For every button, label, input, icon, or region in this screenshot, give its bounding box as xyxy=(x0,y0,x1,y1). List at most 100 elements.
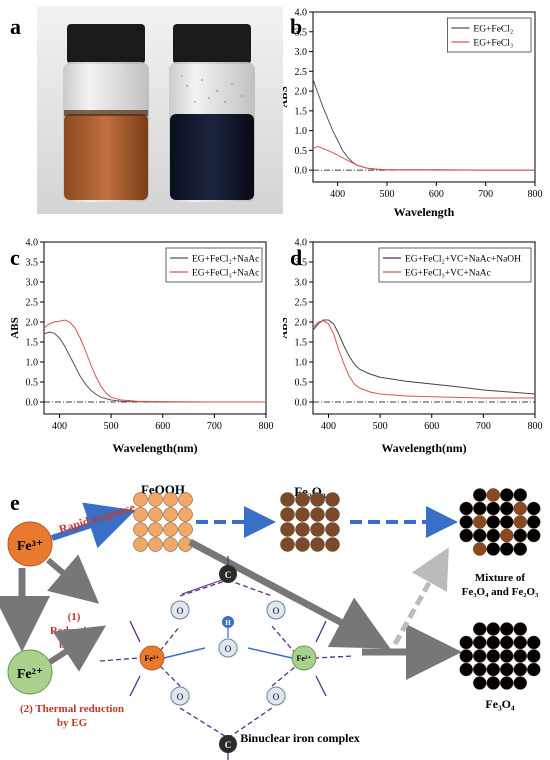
y-axis-label: ABS xyxy=(283,317,290,338)
feooh-label: FeOOH xyxy=(141,482,185,497)
legend-entry: EG+FeCl₂+VC+NaAc+NaOH xyxy=(405,255,521,265)
particle xyxy=(163,537,178,552)
rapid-label: Rapid response xyxy=(57,500,137,537)
particle xyxy=(325,522,340,537)
particle xyxy=(163,492,178,507)
panel-letter-e: e xyxy=(10,490,20,515)
fe3o4-cluster xyxy=(459,622,541,690)
feooh-cluster xyxy=(133,492,193,552)
x-tick-label: 500 xyxy=(380,189,395,200)
particle xyxy=(133,537,148,552)
particle xyxy=(163,522,178,537)
y-tick-label: 2.0 xyxy=(295,318,308,329)
legend-entry: EG+FeCl₃ xyxy=(473,39,513,49)
oxygen-label-3: O xyxy=(177,692,184,702)
vial-cap-left xyxy=(67,24,145,64)
particle xyxy=(133,507,148,522)
y-tick-label: 1.0 xyxy=(26,358,39,369)
legend-entry: EG+FeCl₂ xyxy=(473,25,513,35)
binuclear-label: Binuclear iron complex xyxy=(240,731,360,745)
particle xyxy=(513,649,527,663)
gray-dashed-arrow-mixture xyxy=(392,547,449,646)
y-tick-label: 0.0 xyxy=(26,398,39,409)
y-tick-label: 0.0 xyxy=(295,398,308,409)
particle xyxy=(527,501,541,516)
fe3o4-label: Fe₃O₄ xyxy=(485,697,515,711)
particle xyxy=(500,622,514,636)
particle xyxy=(148,522,163,537)
legend-entry: EG+FeCl₂+NaAc xyxy=(192,255,259,265)
panel-letter-b: b xyxy=(290,14,303,39)
x-axis-label: Wavelength xyxy=(394,205,455,219)
x-axis-label: Wavelength(nm) xyxy=(381,441,466,455)
fe2-ion xyxy=(7,649,53,695)
fe3-ion xyxy=(7,521,53,567)
particle xyxy=(527,528,541,543)
particle xyxy=(163,507,178,522)
y-tick-label: 2.5 xyxy=(295,298,308,309)
particle xyxy=(486,649,500,663)
oxygen-label-4: O xyxy=(273,692,280,702)
particle xyxy=(473,649,487,663)
y-tick-label: 3.0 xyxy=(295,278,308,289)
thermal-label-2: by EG xyxy=(57,717,88,729)
particle xyxy=(486,542,500,556)
y-axis-label: ABS xyxy=(9,317,21,338)
particle xyxy=(310,507,325,522)
carbon-atom-top xyxy=(219,565,237,583)
legend-entry: EG+FeCl₃+VC+NaAc xyxy=(405,269,491,279)
y-axis-label: ABS xyxy=(283,86,290,107)
y-tick-label: 1.5 xyxy=(295,106,308,117)
y-tick-label: 1.0 xyxy=(295,358,308,369)
y-tick-label: 1.0 xyxy=(295,126,308,137)
x-tick-label: 700 xyxy=(207,421,222,432)
particle xyxy=(459,662,473,677)
y-tick-label: 3.5 xyxy=(295,27,308,38)
y-tick-label: 2.0 xyxy=(26,318,39,329)
oxygen-atom-4 xyxy=(266,686,286,706)
particle xyxy=(280,522,295,537)
reaction-scheme: Fe³⁺ Rapid response FeOOH Fe₂O₃ Mixture … xyxy=(0,482,541,760)
particle xyxy=(500,542,514,556)
particle xyxy=(459,515,473,529)
particle xyxy=(486,662,500,677)
particle xyxy=(473,501,487,516)
particle xyxy=(295,492,310,507)
particle xyxy=(295,537,310,552)
fe3-label: Fe³⁺ xyxy=(17,539,43,554)
oxygen-atom-1 xyxy=(170,600,190,620)
y-tick-label: 4.0 xyxy=(295,238,308,249)
chart-b: 0.0 0.5 1.0 1.5 2.0 2.5 3.0 3.5 4.0 400 500 600 700 8… xyxy=(283,8,543,220)
particle xyxy=(500,676,514,690)
particle xyxy=(148,492,163,507)
y-tick-label: 3.5 xyxy=(26,258,39,269)
y-tick-label: 2.5 xyxy=(295,67,308,78)
series-line-0 xyxy=(312,79,535,171)
particle xyxy=(486,635,500,650)
hydrogen-label: H xyxy=(225,619,231,627)
mixture-label-2: Fe₃O₄ and Fe₂O₃ xyxy=(462,586,539,598)
series-line-1 xyxy=(312,145,535,171)
x-tick-label: 800 xyxy=(528,189,543,200)
particle xyxy=(500,488,514,502)
plot-frame xyxy=(312,11,536,183)
legend-entry: EG+FeCl₃+NaAc xyxy=(192,269,259,279)
x-tick-label: 600 xyxy=(424,421,439,432)
particle xyxy=(500,635,514,650)
x-tick-label: 400 xyxy=(321,421,336,432)
particle xyxy=(133,492,148,507)
particle xyxy=(459,635,473,650)
particle xyxy=(280,492,295,507)
particle xyxy=(133,522,148,537)
series-line-1 xyxy=(312,320,535,399)
particle xyxy=(500,528,514,543)
oxygen-atom-bridge xyxy=(218,638,238,658)
particle xyxy=(473,542,487,556)
y-tick-label: 3.0 xyxy=(26,278,39,289)
vial-liquid-dark xyxy=(170,114,254,200)
particle xyxy=(459,501,473,516)
particle xyxy=(295,507,310,522)
particle xyxy=(513,662,527,677)
oxygen-label-1: O xyxy=(177,606,184,616)
x-tick-label: 800 xyxy=(259,421,274,432)
